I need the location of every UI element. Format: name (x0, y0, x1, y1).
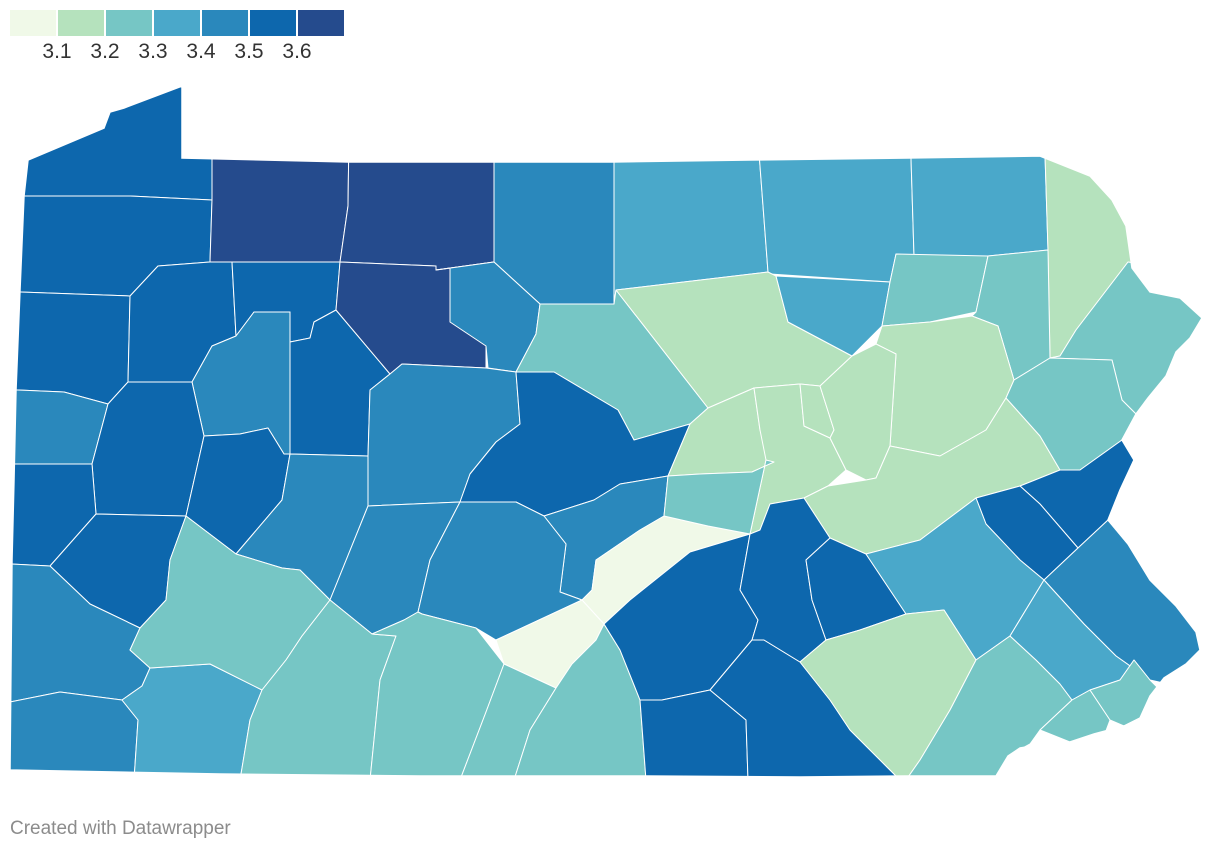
credit-text: Created with Datawrapper (10, 818, 231, 839)
legend-tick: 3.3 (138, 40, 168, 63)
legend-swatch (202, 10, 248, 36)
county-region (339, 86, 495, 271)
county-region (10, 86, 213, 201)
state-outline (9, 84, 1203, 778)
county-region (613, 86, 769, 305)
county-region (663, 459, 775, 535)
legend: 3.1 3.2 3.3 3.4 3.5 3.6 (10, 10, 345, 70)
county-region (775, 275, 891, 357)
legend-swatch (58, 10, 104, 36)
legend-swatch (250, 10, 296, 36)
legend-swatch (154, 10, 200, 36)
county-region (10, 691, 139, 777)
legend-tick: 3.1 (42, 40, 72, 63)
county-region (751, 86, 915, 283)
legend-swatch (10, 10, 56, 36)
legend-tick: 3.4 (186, 40, 216, 63)
legend-swatch (106, 10, 152, 36)
county-region (493, 86, 615, 305)
legend-tick: 3.2 (90, 40, 120, 63)
legend-swatch (298, 10, 344, 36)
legend-tick: 3.6 (282, 40, 312, 63)
legend-tick: 3.5 (234, 40, 264, 63)
